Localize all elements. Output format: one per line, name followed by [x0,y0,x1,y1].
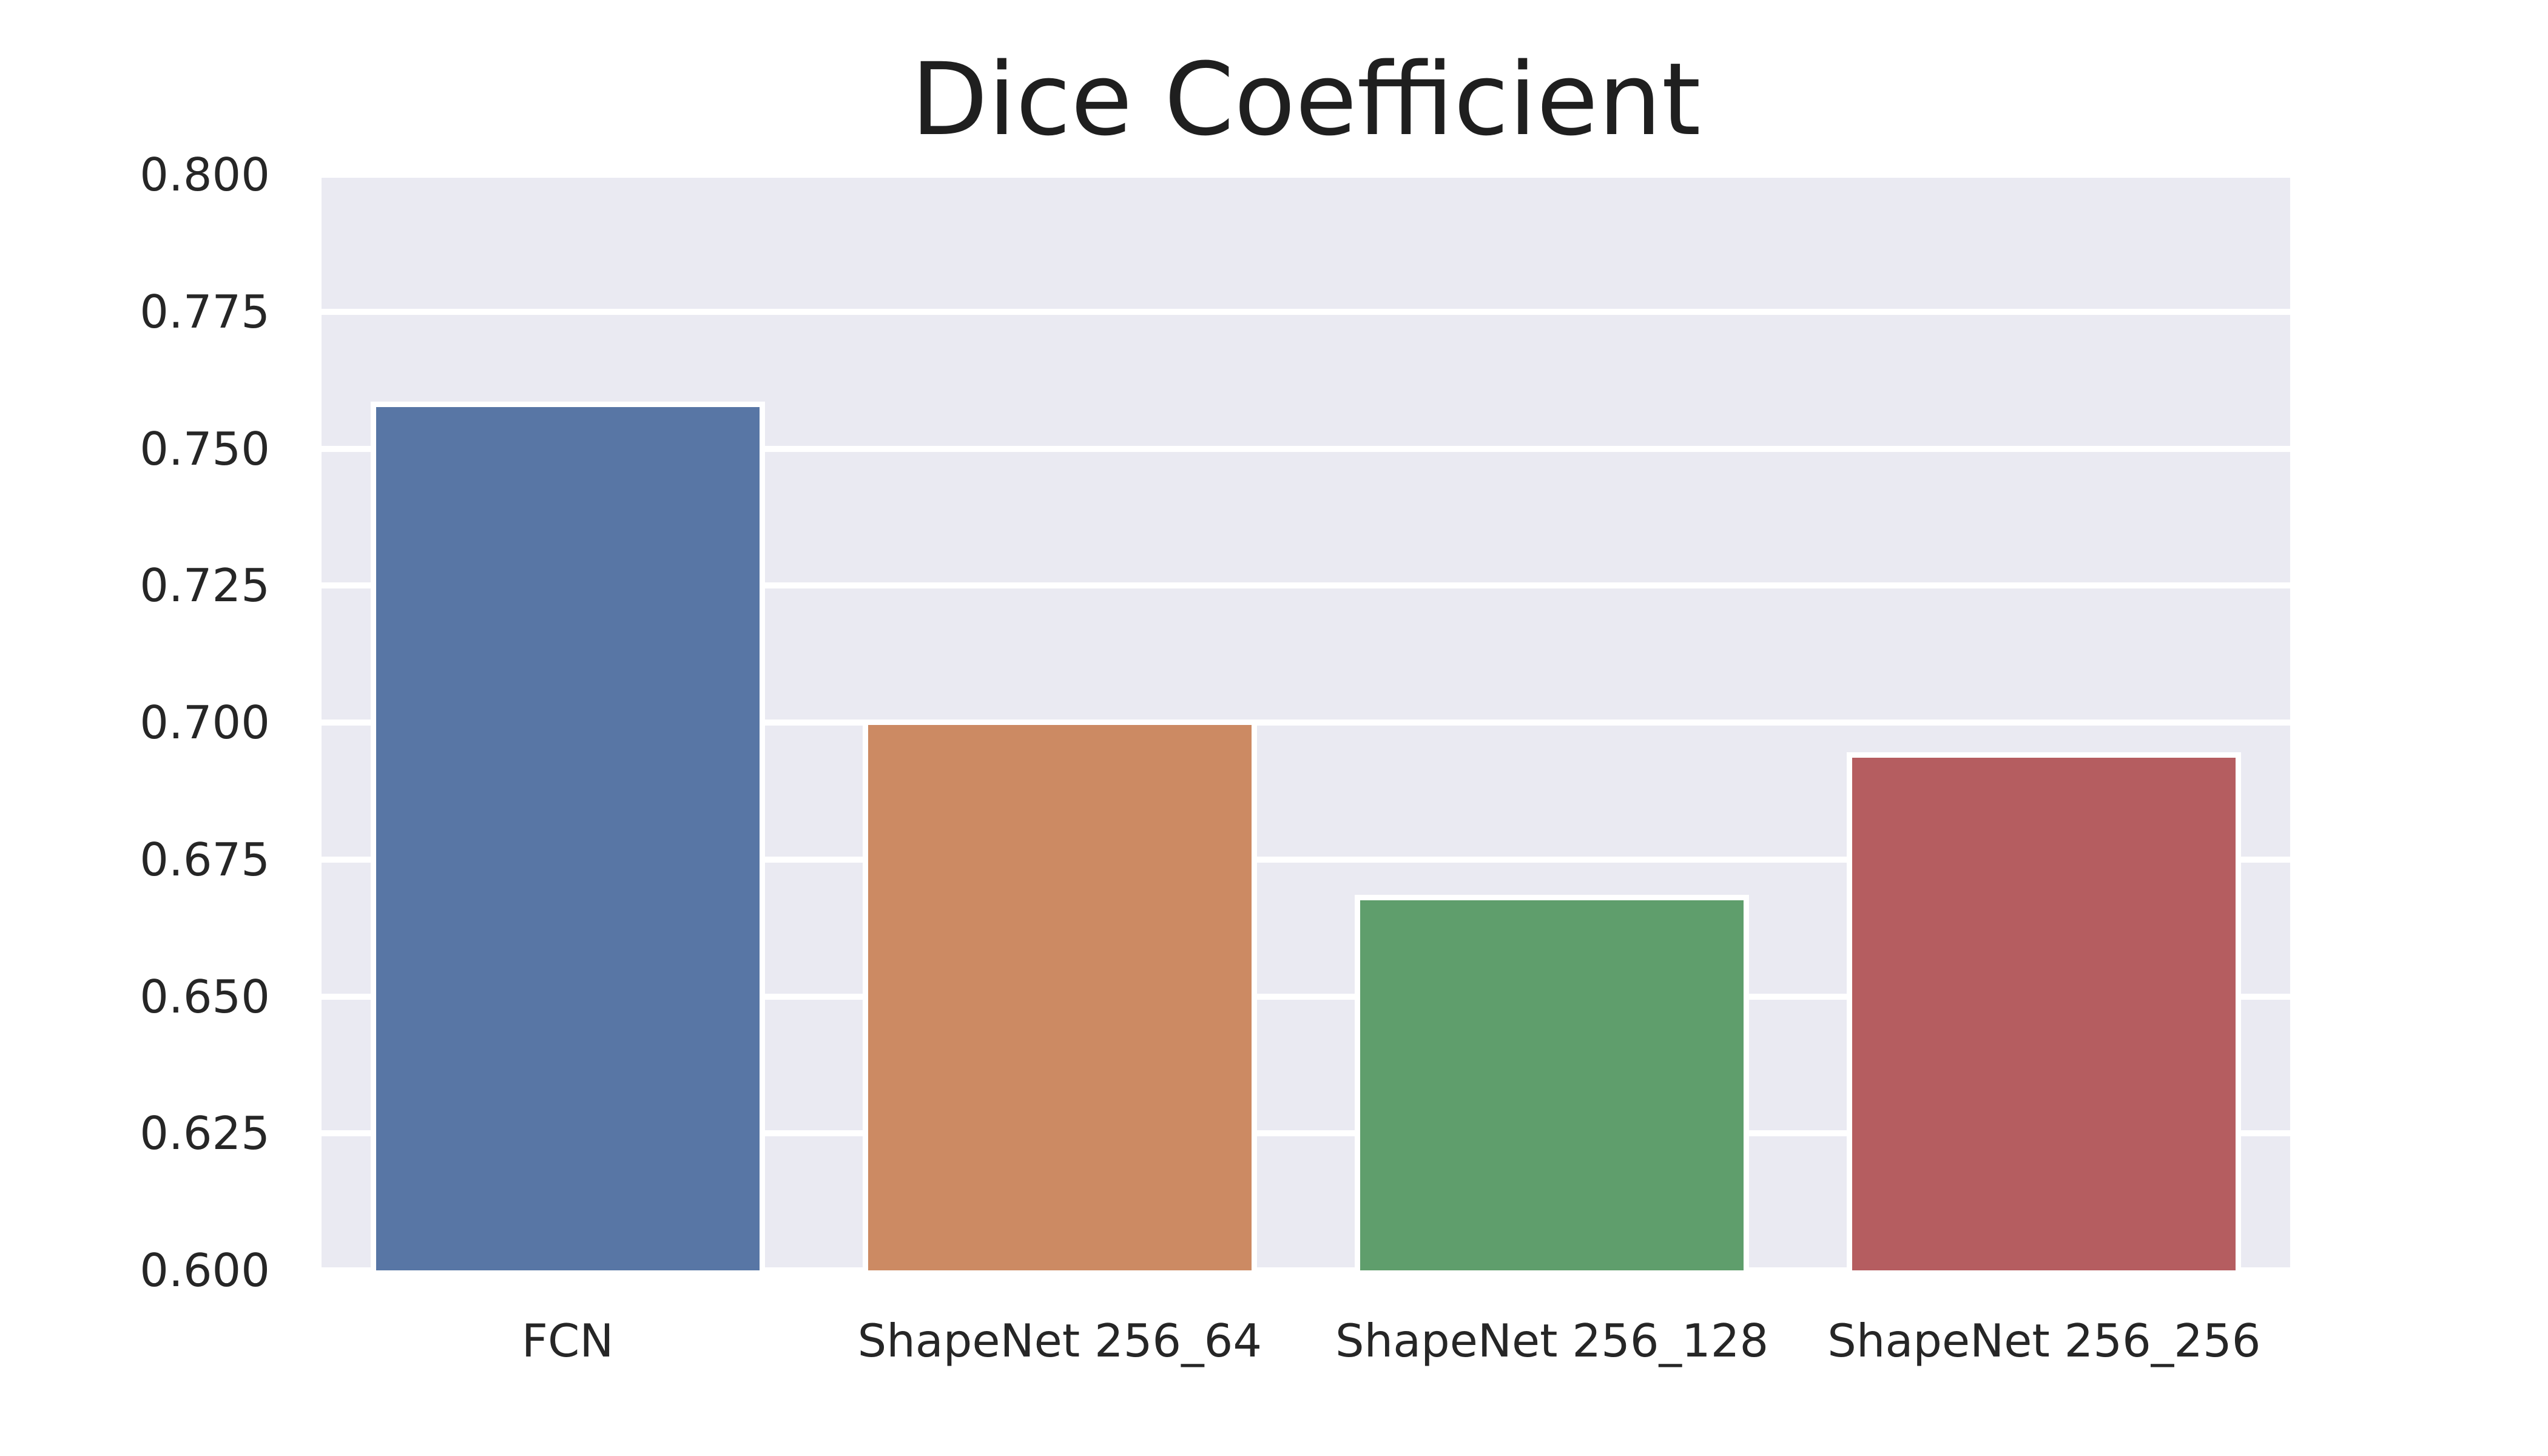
gridline [322,308,2290,315]
plot-area [322,175,2290,1270]
bar-ShapeNet 256_256 [1847,752,2242,1270]
bar-ShapeNet 256_128 [1355,894,1750,1270]
y-tick-label: 0.775 [140,285,270,339]
bar-FCN [370,402,765,1270]
y-tick-label: 0.800 [140,148,270,201]
y-tick-label: 0.650 [140,969,270,1023]
gridline [322,1130,2290,1137]
gridline [322,720,2290,726]
y-tick-label: 0.750 [140,422,270,476]
x-tick-label: ShapeNet 256_128 [1335,1314,1769,1367]
y-tick-label: 0.725 [140,559,270,613]
y-tick-label: 0.700 [140,696,270,749]
gridline [322,175,2290,178]
y-axis: 0.800 0.775 0.750 0.725 0.700 0.675 0.650 0.625… [0,0,270,1456]
chart-title: Dice Coefficient [911,41,1701,158]
bar-ShapeNet 256_64 [862,720,1257,1270]
gridline [322,1267,2290,1270]
y-tick-label: 0.600 [140,1244,270,1297]
x-tick-label: ShapeNet 256_256 [1827,1314,2261,1367]
gridline [322,993,2290,1000]
y-tick-label: 0.625 [140,1107,270,1161]
gridline [322,445,2290,452]
x-tick-label: FCN [521,1314,614,1367]
y-tick-label: 0.675 [140,832,270,886]
x-tick-label: ShapeNet 256_64 [857,1314,1262,1367]
gridline [322,582,2290,589]
gridline [322,856,2290,863]
